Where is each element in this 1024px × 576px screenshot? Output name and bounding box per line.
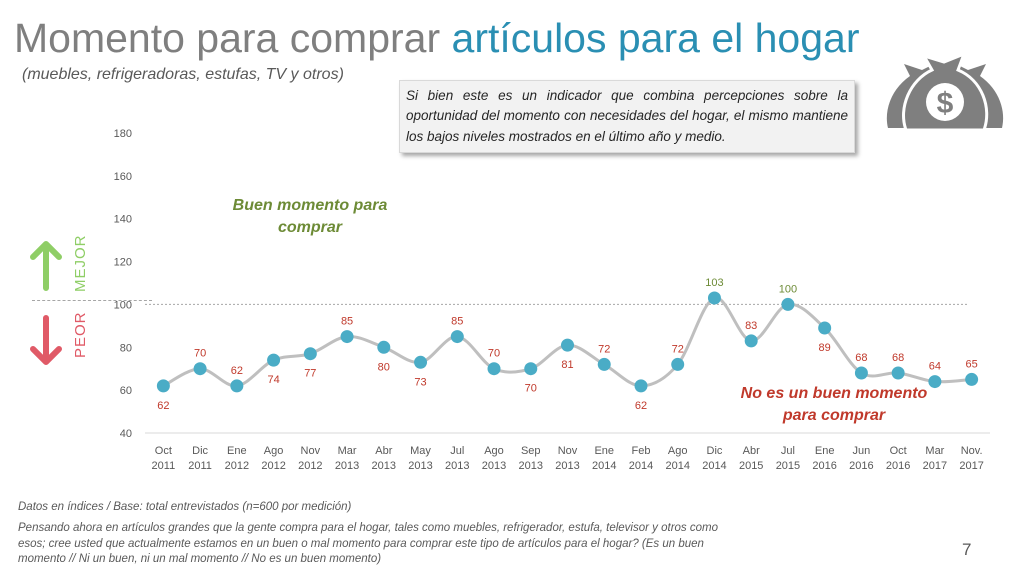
x-tick-label: Ene 2016 <box>812 445 836 472</box>
x-tick-label: Jul 2013 <box>445 445 469 472</box>
arrow-up-icon <box>30 241 62 291</box>
x-tick-label: Mar 2017 <box>923 445 947 472</box>
data-point <box>965 372 979 386</box>
title-accent: artículos para el hogar <box>451 15 860 61</box>
x-tick-label: Dic 2014 <box>702 445 726 472</box>
y-tick-label: 160 <box>114 171 132 183</box>
data-label: 72 <box>598 343 610 355</box>
y-tick-label: 140 <box>114 214 132 226</box>
x-tick-label: Ago 2013 <box>482 445 506 472</box>
data-point <box>156 379 170 393</box>
x-tick-label: Ene 2012 <box>225 445 249 472</box>
y-tick-label: 120 <box>114 257 132 269</box>
x-tick-label: Oct 2011 <box>152 445 176 472</box>
data-label: 89 <box>819 342 831 354</box>
y-tick-label: 80 <box>120 342 132 354</box>
x-tick-label: Sep 2013 <box>519 445 543 472</box>
title-main: Momento para comprar <box>14 15 441 61</box>
x-tick-label: Ago 2014 <box>665 445 689 472</box>
data-point <box>854 366 868 380</box>
data-label: 62 <box>157 400 169 412</box>
x-tick-label: Mar 2013 <box>335 445 359 472</box>
data-point <box>303 347 317 361</box>
data-label: 68 <box>892 352 904 364</box>
x-tick-label: Feb 2014 <box>629 445 653 472</box>
data-label: 83 <box>745 320 757 332</box>
x-tick-label: May 2013 <box>408 445 432 472</box>
page-number: 7 <box>962 540 972 559</box>
x-tick-label: Abr 2015 <box>739 445 763 472</box>
data-point <box>524 362 538 376</box>
data-label: 73 <box>414 376 426 388</box>
page-subtitle: (muebles, refrigeradoras, estufas, TV y … <box>22 66 344 83</box>
x-tick-label: Oct 2016 <box>886 445 910 472</box>
data-point <box>450 330 464 344</box>
x-tick-label: Jun 2016 <box>849 445 873 472</box>
data-point <box>634 379 648 393</box>
data-point <box>781 297 795 311</box>
data-point <box>340 330 354 344</box>
x-tick-label: Ene 2014 <box>592 445 616 472</box>
data-label: 70 <box>194 348 206 360</box>
data-label: 62 <box>635 400 647 412</box>
data-label: 65 <box>966 358 978 370</box>
data-point <box>193 362 207 376</box>
data-label: 100 <box>779 283 797 295</box>
x-tick-label: Nov 2012 <box>298 445 322 472</box>
data-label: 64 <box>929 361 941 373</box>
data-point <box>744 334 758 348</box>
footnote-question: Pensando ahora en artículos grandes que … <box>18 522 718 566</box>
data-point <box>597 357 611 371</box>
data-label: 74 <box>267 374 279 386</box>
data-point <box>487 362 501 376</box>
y-tick-label: 100 <box>114 299 132 311</box>
data-label: 85 <box>451 316 463 328</box>
x-tick-label: Ago 2012 <box>261 445 285 472</box>
data-point <box>891 366 905 380</box>
data-label: 68 <box>855 352 867 364</box>
data-point <box>230 379 244 393</box>
money-bag-dollar-icon: $ <box>886 51 1004 132</box>
data-label: 81 <box>561 359 573 371</box>
data-point <box>561 338 574 352</box>
line-chart: 40 60 80 100 120 140 160 180 Oct 2011 Dic 2011 Ene 20… <box>114 128 990 472</box>
y-tick-label: 40 <box>120 428 132 440</box>
x-tick-label: Jul 2015 <box>776 445 800 472</box>
data-point <box>671 357 685 371</box>
data-label: 77 <box>304 368 316 380</box>
data-point <box>267 353 281 367</box>
data-point <box>414 355 428 369</box>
x-tick-label: Dic 2011 <box>188 445 212 472</box>
data-point <box>707 291 721 305</box>
svg-text:$: $ <box>937 87 954 120</box>
data-point <box>377 340 391 354</box>
data-label: 70 <box>488 348 500 360</box>
arrow-down-icon <box>30 315 62 365</box>
y-tick-label: 180 <box>114 128 132 140</box>
data-label: 72 <box>672 343 684 355</box>
x-tick-label: Nov. 2017 <box>959 445 983 472</box>
x-tick-label: Abr 2013 <box>372 445 396 472</box>
page-title: Momento para comprar artículos para el h… <box>14 15 860 61</box>
data-point <box>818 321 832 335</box>
data-label: 85 <box>341 316 353 328</box>
data-label: 62 <box>231 365 243 377</box>
data-label: 103 <box>705 277 723 289</box>
x-tick-label: Nov 2013 <box>555 445 579 472</box>
indicator-divider <box>32 300 152 301</box>
bad-zone-label: No es un buen momento para comprar <box>740 385 928 425</box>
good-zone-label: Buen momento para comprar <box>232 197 388 237</box>
y-tick-label: 60 <box>120 385 132 397</box>
data-label: 70 <box>525 383 537 395</box>
insight-callout: Si bien este es un indicador que combina… <box>399 80 855 153</box>
data-point <box>928 375 942 389</box>
data-label: 80 <box>378 361 390 373</box>
footnote-base: Datos en índices / Base: total entrevist… <box>18 501 352 513</box>
